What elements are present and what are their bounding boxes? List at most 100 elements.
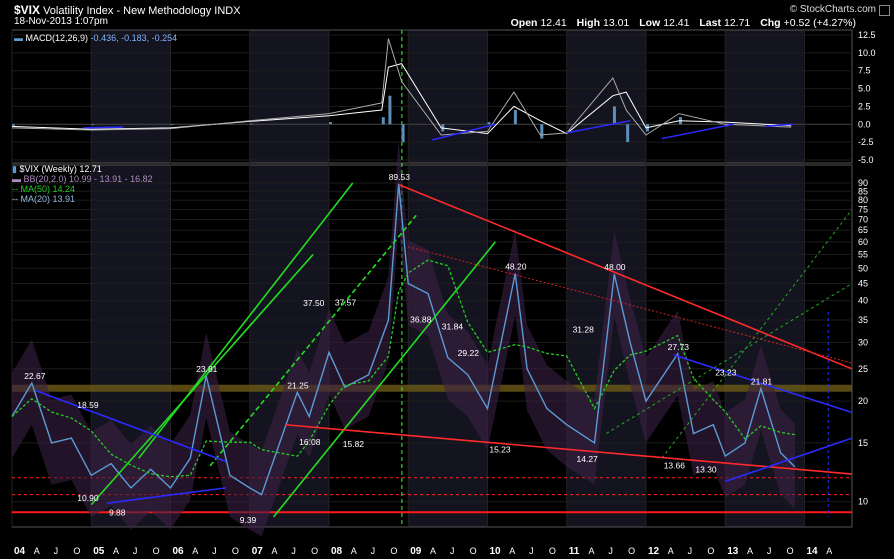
price-tick-label: 65 xyxy=(858,225,868,235)
x-tick-label: O xyxy=(390,546,397,556)
exchange-label: INDX xyxy=(214,5,241,17)
price-tick-label: 20 xyxy=(858,396,868,406)
x-tick-label: J xyxy=(212,546,217,556)
chart-header: $VIX Volatility Index - New Methodology … xyxy=(14,3,241,17)
red-dotted-resistance xyxy=(408,246,853,364)
chart-date: 18-Nov-2013 1:07pm xyxy=(14,16,108,27)
price-tick-label: 80 xyxy=(858,195,868,205)
green-dotted-channel xyxy=(661,209,853,459)
x-tick-label: 14 xyxy=(806,546,818,557)
price-tick-label: 15 xyxy=(858,438,868,448)
macd-trend-line xyxy=(764,123,793,128)
x-tick-label: O xyxy=(628,546,635,556)
x-tick-label: O xyxy=(73,546,80,556)
price-annotation: 89.53 xyxy=(389,172,411,182)
price-annotation: 21.81 xyxy=(751,377,773,387)
year-band xyxy=(91,30,171,163)
x-tick-label: J xyxy=(54,546,59,556)
legend-item-bb: ▬ BB(20,2.0) 10.99 - 13.91 - 16.82 xyxy=(12,174,153,184)
x-tick-label: O xyxy=(787,546,794,556)
x-tick-label: 11 xyxy=(569,546,580,557)
year-band xyxy=(566,30,646,163)
price-annotation: 31.28 xyxy=(573,324,595,334)
price-annotation: 36.88 xyxy=(410,314,432,324)
x-tick-label: 12 xyxy=(648,546,660,557)
price-annotation: 9.88 xyxy=(109,507,126,517)
security-name: Volatility Index - New Methodology xyxy=(43,5,212,17)
green-trend-channel xyxy=(90,253,314,506)
blue-trend-line xyxy=(35,389,227,463)
macd-histogram-bar xyxy=(388,95,392,125)
blue-trend-line xyxy=(106,487,227,504)
macd-histogram-bar xyxy=(170,124,174,125)
macd-histogram-bar xyxy=(381,117,385,125)
price-annotation: 10.90 xyxy=(77,493,99,503)
x-tick-label: J xyxy=(450,546,455,556)
price-tick-label: 55 xyxy=(858,249,868,259)
price-annotation: 37.57 xyxy=(335,298,357,308)
open-value: 12.41 xyxy=(540,17,567,29)
x-tick-label: O xyxy=(470,546,477,556)
price-annotation: 13.66 xyxy=(664,460,686,470)
macd-histogram-bar xyxy=(626,124,630,143)
x-tick-label: 10 xyxy=(489,546,501,557)
macd-histogram-bar xyxy=(487,122,491,125)
year-band xyxy=(249,30,329,163)
price-annotation: 31.84 xyxy=(442,322,464,332)
price-annotation: 15.82 xyxy=(343,439,365,449)
price-legend: ▮ $VIX (Weekly) 12.71 ▬ BB(20,2.0) 10.99… xyxy=(12,164,153,204)
x-tick-label: J xyxy=(291,546,296,556)
x-tick-label: O xyxy=(153,546,160,556)
x-tick-label: A xyxy=(509,546,515,556)
price-tick-label: 50 xyxy=(858,263,868,273)
price-tick-label: 60 xyxy=(858,237,868,247)
x-tick-label: A xyxy=(34,546,40,556)
price-tick-label: 30 xyxy=(858,337,868,347)
price-annotation: 48.20 xyxy=(505,262,527,272)
price-annotation: 18.59 xyxy=(77,400,99,410)
high-value: 13.01 xyxy=(602,17,630,29)
x-tick-label: A xyxy=(272,546,278,556)
price-annotation: 21.25 xyxy=(287,380,309,390)
x-tick-label: 04 xyxy=(14,546,26,557)
legend-item-ma20: -- MA(20) 13.91 xyxy=(12,194,76,204)
x-tick-label: 07 xyxy=(252,546,264,557)
x-tick-label: J xyxy=(529,546,534,556)
macd-histogram-bar xyxy=(612,106,616,125)
macd-tick-label: -5.0 xyxy=(858,155,874,165)
macd-histogram-bar xyxy=(540,124,544,139)
x-tick-label: J xyxy=(688,546,693,556)
price-tick-label: 75 xyxy=(858,204,868,214)
macd-trend-line xyxy=(566,119,631,134)
macd-tick-label: 10.0 xyxy=(858,48,876,58)
price-annotation: 23.81 xyxy=(196,364,218,374)
price-annotation: 48.00 xyxy=(604,262,626,272)
price-annotation: 14.27 xyxy=(577,454,599,464)
price-annotation: 23.23 xyxy=(715,367,737,377)
x-tick-label: A xyxy=(430,546,436,556)
legend-item-ma50: -- MA(50) 14.24 xyxy=(12,184,76,194)
green-trend-channel xyxy=(209,214,417,467)
x-tick-label: 05 xyxy=(93,546,105,557)
macd-histogram-bar xyxy=(12,124,15,126)
x-tick-label: 09 xyxy=(410,546,422,557)
red-resistance-line xyxy=(398,183,853,370)
legend-item-vix: ▮ $VIX (Weekly) 12.71 xyxy=(12,164,102,174)
x-tick-label: O xyxy=(549,546,556,556)
macd-legend: ▬ MACD(12,26,9) -0.436, -0.183, -0.254 xyxy=(14,33,178,43)
ticker-symbol: $VIX xyxy=(14,3,41,17)
x-tick-label: O xyxy=(311,546,318,556)
price-annotation: 37.50 xyxy=(303,298,325,308)
year-band xyxy=(725,30,805,163)
x-tick-label: J xyxy=(767,546,772,556)
macd-tick-label: 12.5 xyxy=(858,30,876,40)
green-trend-channel xyxy=(272,241,497,518)
price-tick-label: 70 xyxy=(858,214,868,224)
macd-histogram-bar xyxy=(566,123,570,125)
macd-trend-line xyxy=(661,123,734,140)
x-tick-label: 13 xyxy=(727,546,739,557)
bollinger-band xyxy=(12,140,795,537)
price-annotation: 22.67 xyxy=(24,371,46,381)
close-icon[interactable] xyxy=(879,5,890,16)
